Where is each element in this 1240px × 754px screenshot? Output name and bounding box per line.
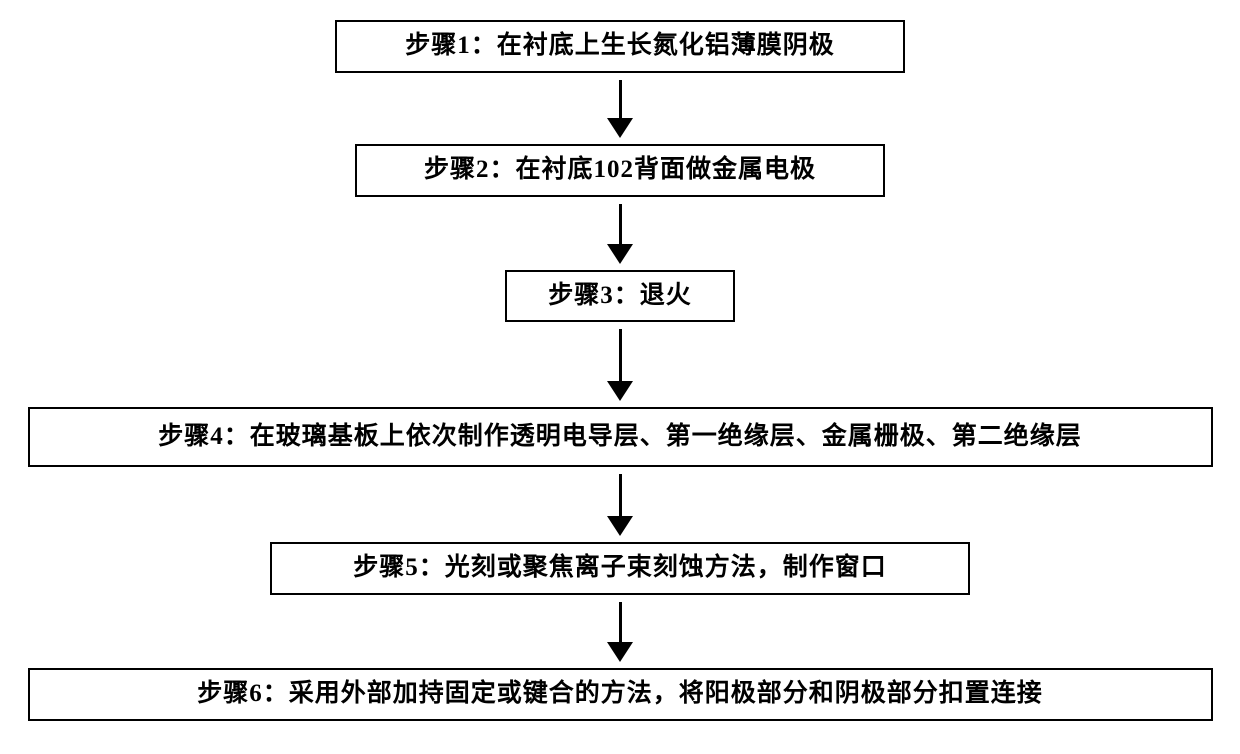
arrow-1-shaft	[619, 80, 622, 118]
arrow-1	[607, 80, 633, 138]
arrow-1-head	[607, 118, 633, 138]
arrow-5	[607, 602, 633, 662]
arrow-3-head	[607, 381, 633, 401]
arrow-2-shaft	[619, 204, 622, 244]
arrow-3-shaft	[619, 329, 622, 381]
step-6-box: 步骤6：采用外部加持固定或键合的方法，将阳极部分和阴极部分扣置连接	[28, 668, 1213, 721]
arrow-2-head	[607, 244, 633, 264]
step-6-label: 步骤6：采用外部加持固定或键合的方法，将阳极部分和阴极部分扣置连接	[197, 680, 1043, 709]
step-4-box: 步骤4：在玻璃基板上依次制作透明电导层、第一绝缘层、金属栅极、第二绝缘层	[28, 407, 1213, 467]
step-4-label: 步骤4：在玻璃基板上依次制作透明电导层、第一绝缘层、金属栅极、第二绝缘层	[158, 423, 1082, 452]
arrow-5-shaft	[619, 602, 622, 642]
step-2-box: 步骤2：在衬底102背面做金属电极	[355, 144, 885, 197]
step-5-box: 步骤5：光刻或聚焦离子束刻蚀方法，制作窗口	[270, 542, 970, 595]
arrow-4	[607, 474, 633, 536]
step-3-label: 步骤3：退火	[548, 282, 692, 311]
arrow-4-head	[607, 516, 633, 536]
step-1-label: 步骤1：在衬底上生长氮化铝薄膜阴极	[405, 32, 835, 61]
arrow-5-head	[607, 642, 633, 662]
arrow-3	[607, 329, 633, 401]
step-5-label: 步骤5：光刻或聚焦离子束刻蚀方法，制作窗口	[353, 554, 887, 583]
arrow-4-shaft	[619, 474, 622, 516]
step-3-box: 步骤3：退火	[505, 270, 735, 323]
flowchart-container: 步骤1：在衬底上生长氮化铝薄膜阴极 步骤2：在衬底102背面做金属电极 步骤3：…	[0, 0, 1240, 754]
step-1-box: 步骤1：在衬底上生长氮化铝薄膜阴极	[335, 20, 905, 73]
step-2-label: 步骤2：在衬底102背面做金属电极	[424, 156, 816, 185]
arrow-2	[607, 204, 633, 264]
